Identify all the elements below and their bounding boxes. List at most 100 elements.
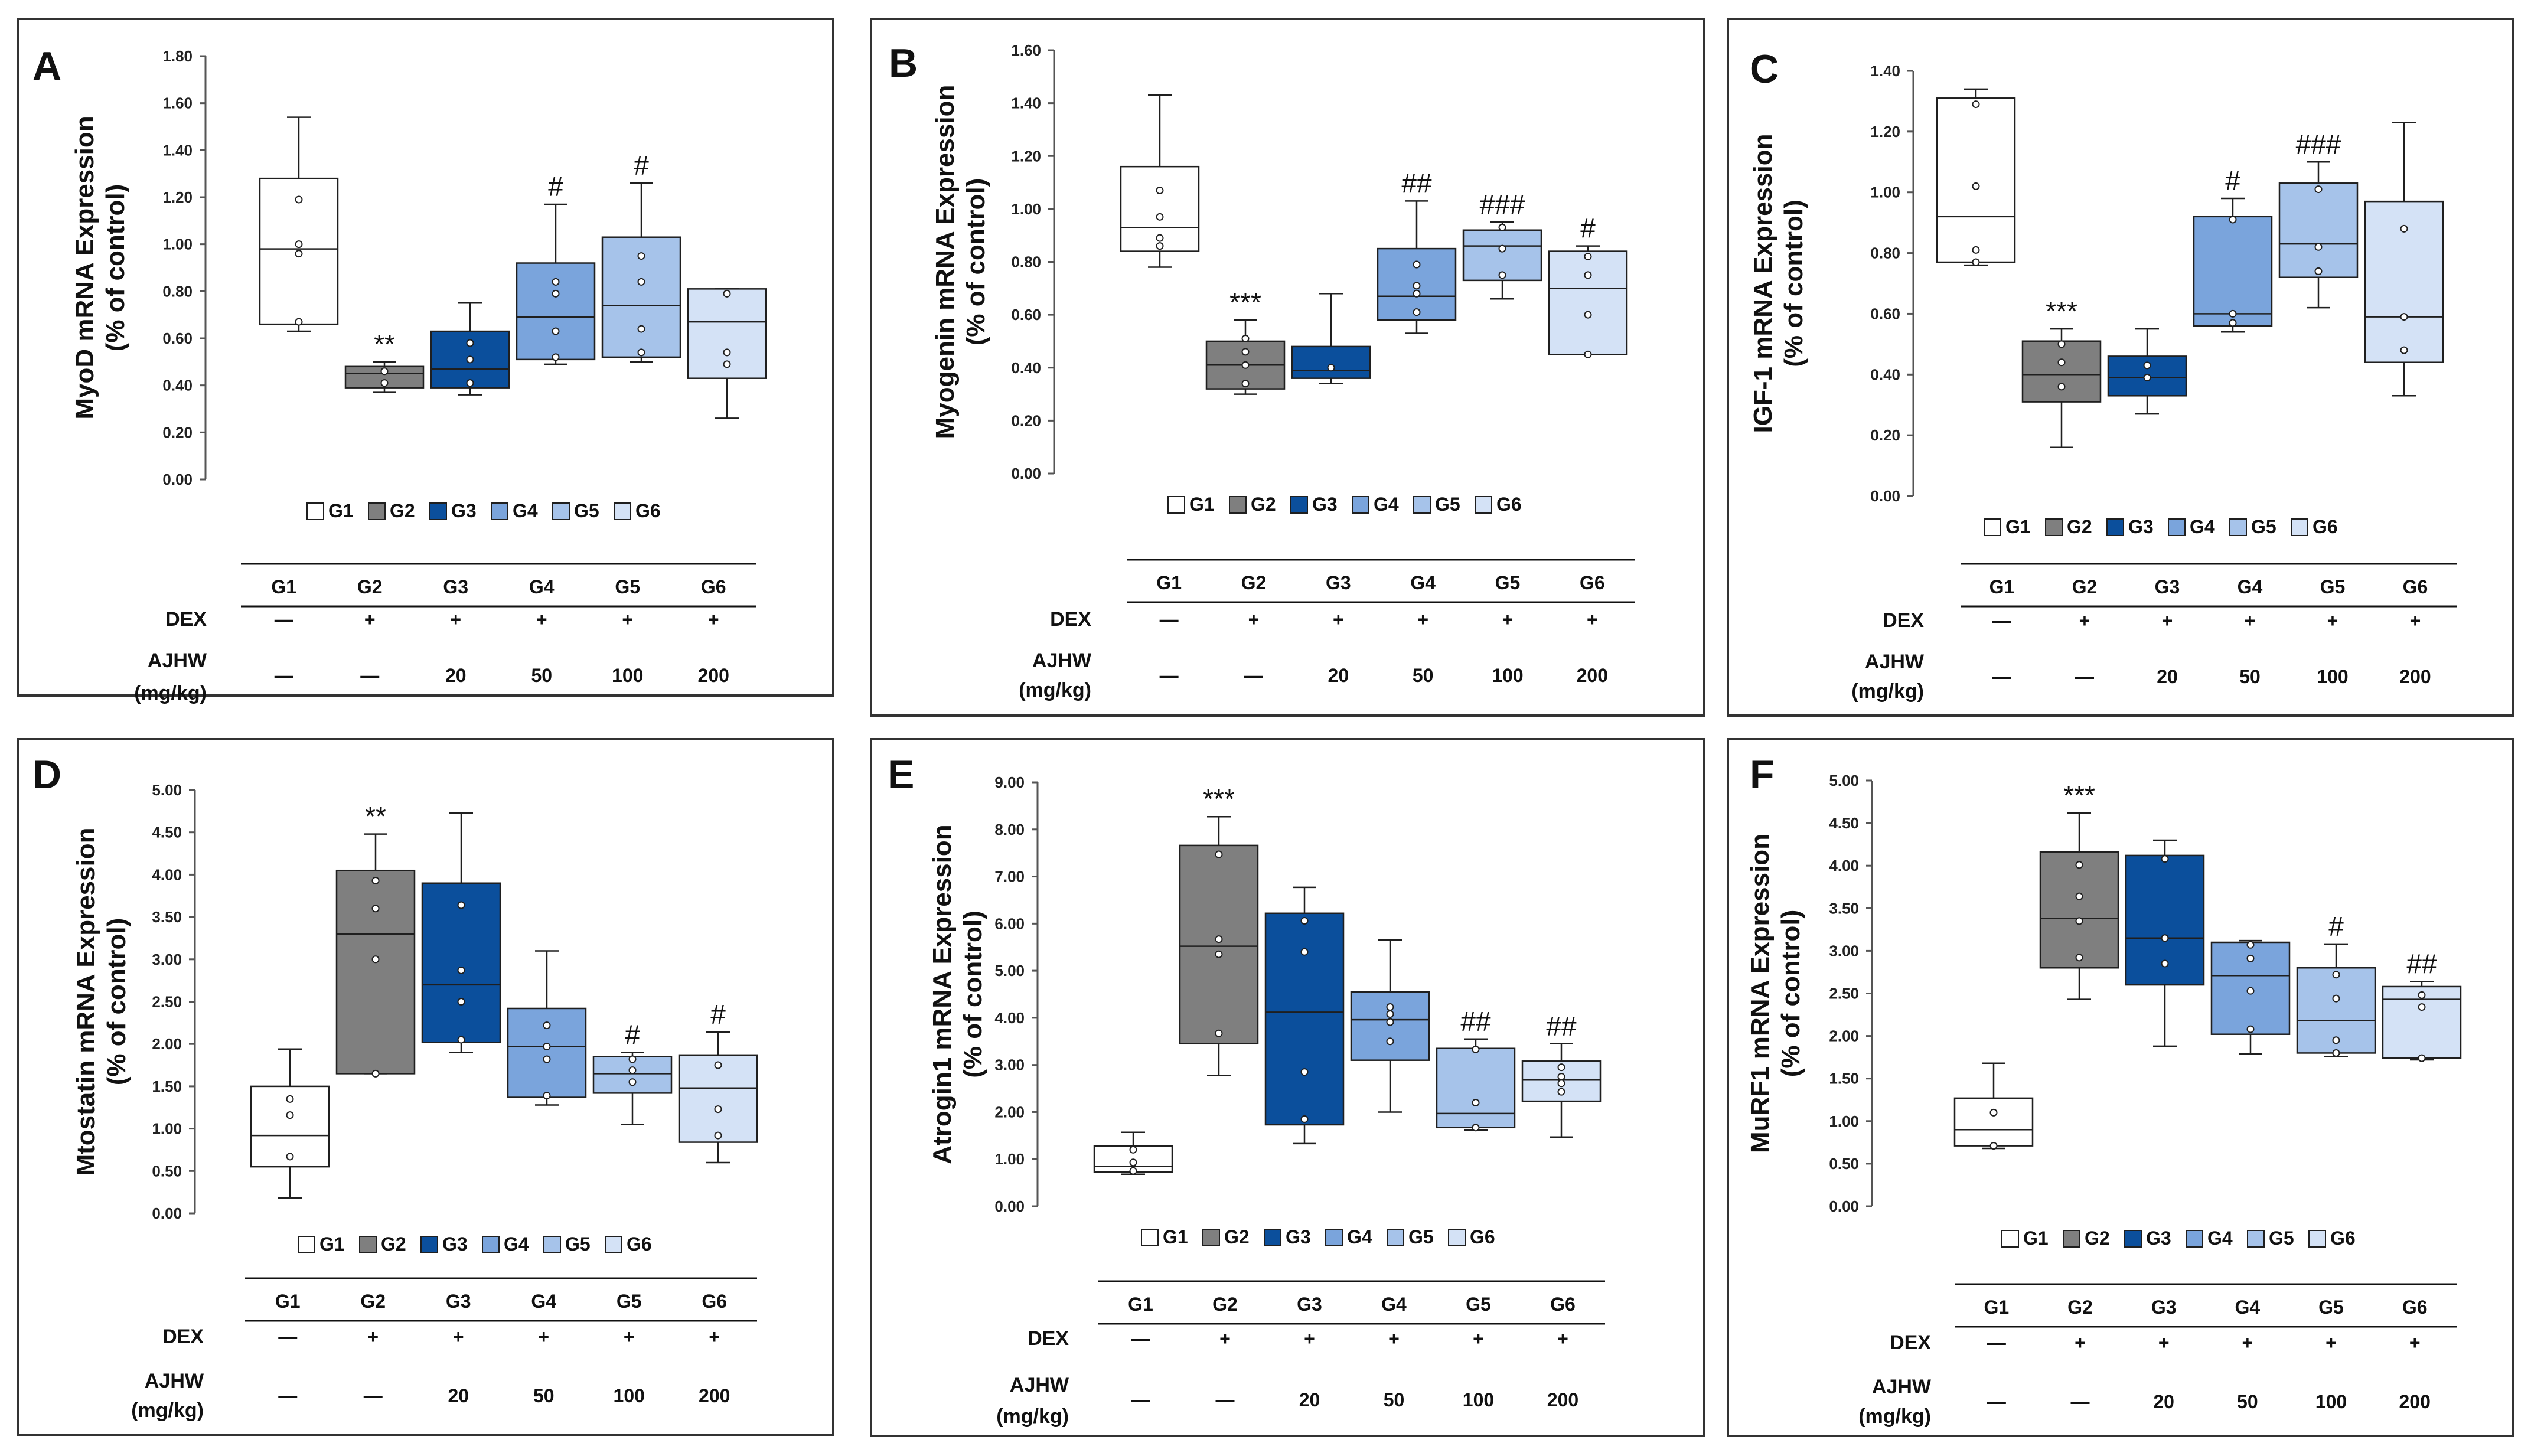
table-ajhw-label: AJHW xyxy=(1010,1374,1069,1396)
legend-label-g6: G6 xyxy=(1496,494,1522,515)
box-g1 xyxy=(1093,1131,1173,1176)
data-point xyxy=(2400,224,2408,233)
treatment-table: G1 — — G2 + — G3 +20 G4 +50 G5 +100 G6 +200 DEX AJHW (mg… xyxy=(134,563,756,704)
box-iqr xyxy=(1264,912,1345,1126)
data-point xyxy=(1241,380,1250,388)
table-dex-value: + xyxy=(1502,609,1514,630)
table-ajhw-value: 50 xyxy=(1384,1389,1405,1411)
box-g1 xyxy=(1953,1062,2034,1150)
legend-swatch-g4 xyxy=(1352,496,1369,514)
y-tick-label: 1.40 xyxy=(162,141,193,159)
table-ajhw-label: AJHW xyxy=(1032,649,1092,672)
legend-label-g6: G6 xyxy=(2313,516,2338,537)
data-point xyxy=(1300,1115,1309,1123)
data-point xyxy=(1498,223,1506,231)
panel-frame xyxy=(1727,738,2514,1437)
table-ajhw-units: (mg/kg) xyxy=(1019,679,1091,701)
data-point xyxy=(371,876,380,884)
data-point xyxy=(2075,917,2083,925)
y-tick-label: 1.20 xyxy=(1870,123,1900,141)
data-point xyxy=(2314,185,2323,194)
y-tick-label: 1.00 xyxy=(152,1120,182,1138)
table-header-g4: G4 xyxy=(1410,572,1436,593)
legend-swatch-g1 xyxy=(1167,496,1185,514)
legend-label-g4: G4 xyxy=(1374,494,1399,515)
legend-swatch-g4 xyxy=(1325,1229,1343,1246)
table-header-g5: G5 xyxy=(2320,576,2346,598)
box-g3 xyxy=(1291,293,1371,384)
legend-label-g1: G1 xyxy=(2023,1228,2049,1249)
data-point xyxy=(723,360,731,368)
y-axis-label: MuRF1 mRNA Expression xyxy=(1746,834,1775,1153)
table-ajhw-units: (mg/kg) xyxy=(134,682,207,704)
box-iqr xyxy=(335,869,416,1075)
y-tick-label: 0.60 xyxy=(1870,305,1900,322)
table-ajhw-value: 200 xyxy=(1577,665,1608,686)
y-tick-label: 4.00 xyxy=(994,1009,1025,1027)
box-g3 xyxy=(2107,328,2187,415)
y-tick-label: 0.40 xyxy=(162,377,193,394)
significance-marker: *** xyxy=(1229,287,1261,318)
table-dex-label: DEX xyxy=(165,608,207,631)
table-ajhw-value: 100 xyxy=(2315,1391,2347,1412)
data-point xyxy=(371,1069,380,1078)
table-ajhw-units: (mg/kg) xyxy=(1858,1405,1931,1428)
table-dex-value: + xyxy=(2410,610,2421,631)
table-header-g4: G4 xyxy=(531,1291,556,1312)
significance-marker: # xyxy=(625,1020,640,1050)
table-header-g2: G2 xyxy=(1241,572,1267,593)
box-g6: # xyxy=(1548,213,1628,358)
table-dex-label: DEX xyxy=(1050,608,1091,631)
data-point xyxy=(1300,917,1309,925)
table-dex-value: — xyxy=(1160,609,1179,630)
data-point xyxy=(2246,954,2255,962)
table-dex-value: + xyxy=(2075,1332,2086,1353)
y-axis-label: Atrogin1 mRNA Expression xyxy=(928,824,957,1164)
box-g6: ## xyxy=(2382,948,2462,1062)
table-header-g5: G5 xyxy=(2318,1297,2344,1318)
treatment-table: G1 — — G2 + — G3 +20 G4 +50 G5 +100 G6 +200 DEX AJHW (mg… xyxy=(1851,563,2457,703)
data-point xyxy=(2246,987,2255,995)
y-axis-label-units: (% of control) xyxy=(1776,910,1805,1078)
data-point xyxy=(2075,861,2083,869)
table-dex-value: + xyxy=(1388,1328,1400,1349)
data-point xyxy=(286,1111,294,1119)
legend-label-g4: G4 xyxy=(2190,516,2215,537)
box-iqr xyxy=(1953,1097,2034,1147)
significance-marker: ## xyxy=(1401,168,1432,198)
treatment-table: G1 — — G2 + — G3 +20 G4 +50 G5 +100 G6 +200 DEX AJHW (mg… xyxy=(1019,559,1635,701)
box-iqr xyxy=(1548,250,1628,355)
y-tick-label: 4.00 xyxy=(1829,857,1859,874)
y-tick-label: 1.00 xyxy=(994,1150,1025,1168)
y-tick-label: 2.50 xyxy=(1829,985,1859,1003)
legend-swatch-g1 xyxy=(298,1236,315,1253)
table-ajhw-value: 20 xyxy=(1328,665,1349,686)
treatment-table: G1 — — G2 + — G3 +20 G4 +50 G5 +100 G6 +200 DEX AJHW (mg… xyxy=(131,1277,757,1422)
table-header-g3: G3 xyxy=(2155,576,2180,598)
panel-f: F 0.00 0.50 1.00 1.50 2.00 2.50 3.00 3.50 4.00 4.5… xyxy=(1727,738,2514,1437)
panel-label: B xyxy=(889,41,918,86)
data-point xyxy=(552,327,560,335)
data-point xyxy=(543,1043,551,1051)
table-ajhw-value: 100 xyxy=(1492,665,1523,686)
y-tick-label: 4.50 xyxy=(152,824,182,841)
table-header-g2: G2 xyxy=(1212,1294,1238,1315)
panel-b: B 0.00 0.20 0.40 0.60 0.80 1.00 1.20 1.40 1.60 Myo… xyxy=(870,18,1705,717)
table-dex-value: + xyxy=(2245,610,2256,631)
data-point xyxy=(1156,187,1164,195)
data-point xyxy=(295,195,303,204)
y-tick-label: 0.60 xyxy=(162,329,193,347)
data-point xyxy=(2057,358,2066,367)
data-point xyxy=(1989,1108,1998,1117)
table-header-g3: G3 xyxy=(446,1291,471,1312)
panel-frame xyxy=(870,18,1705,717)
legend-label-g3: G3 xyxy=(2128,516,2154,537)
box-g4: # xyxy=(516,171,596,365)
data-point xyxy=(1557,1063,1565,1072)
data-point xyxy=(714,1061,722,1069)
data-point xyxy=(457,901,465,909)
data-point xyxy=(1472,1045,1480,1053)
data-point xyxy=(1972,246,1980,254)
table-ajhw-units: (mg/kg) xyxy=(996,1405,1069,1428)
significance-marker: *** xyxy=(2063,780,2095,811)
